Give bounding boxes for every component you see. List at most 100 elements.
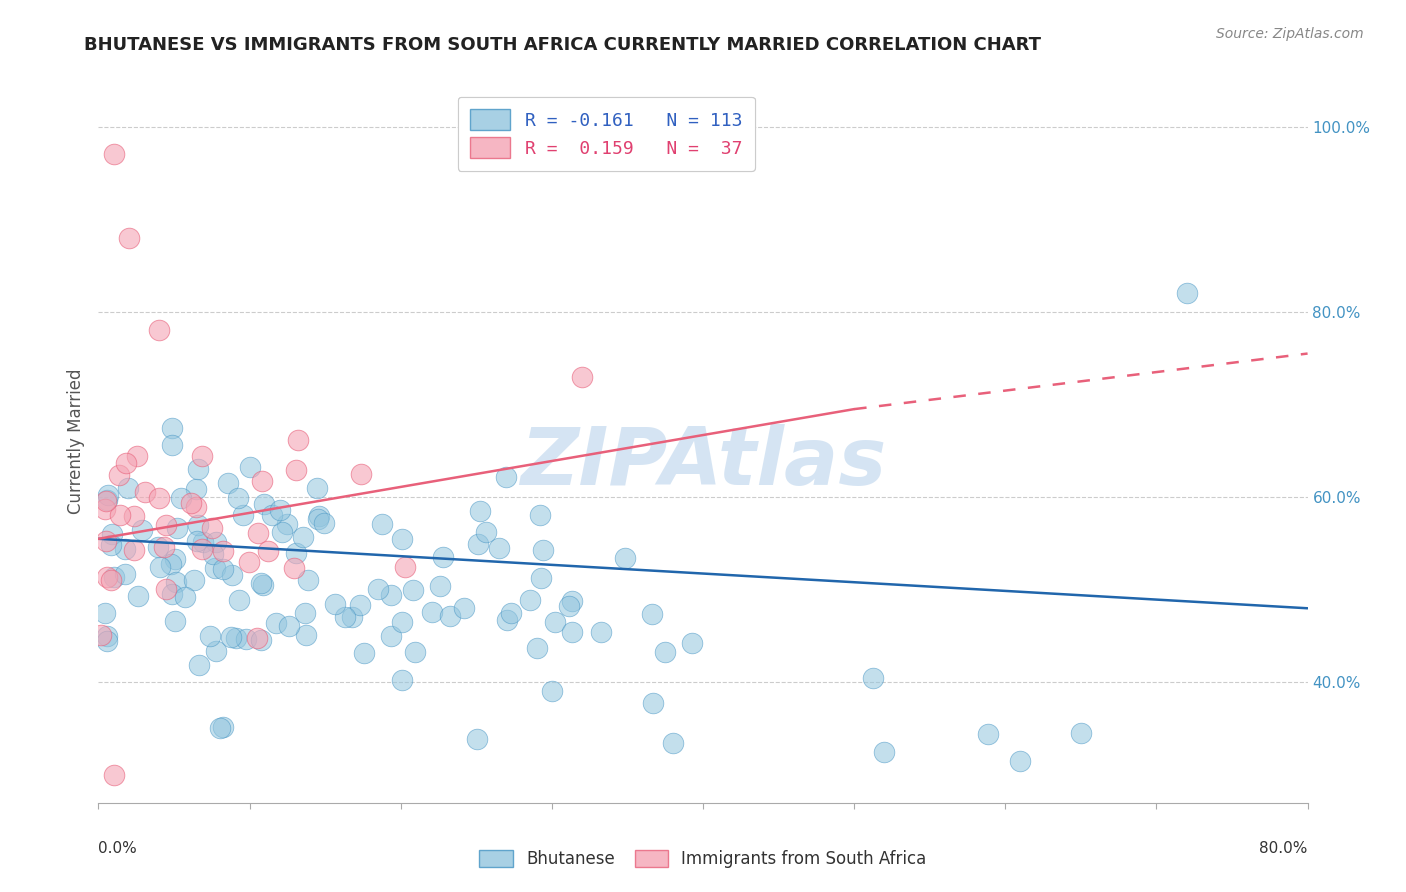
Point <box>529 508 551 523</box>
Point <box>541 683 564 698</box>
Point <box>250 474 273 488</box>
Point <box>100 538 122 552</box>
Point <box>205 534 228 549</box>
Point <box>253 497 276 511</box>
Point <box>287 434 309 448</box>
Point <box>201 548 224 562</box>
Point <box>250 632 273 647</box>
Point <box>165 574 187 589</box>
Point <box>221 568 243 582</box>
Point <box>103 569 125 583</box>
Point <box>108 467 131 482</box>
Point <box>165 551 187 566</box>
Point <box>94 534 117 549</box>
Point <box>162 438 184 452</box>
Text: ZIPAtlas: ZIPAtlas <box>520 425 886 502</box>
Point <box>283 561 305 575</box>
Point <box>394 559 416 574</box>
Point <box>239 460 262 475</box>
Point <box>519 593 541 607</box>
Point <box>228 592 250 607</box>
Point <box>270 524 292 539</box>
Point <box>101 526 124 541</box>
Point <box>184 482 207 496</box>
Point <box>558 599 581 613</box>
Point <box>862 671 884 685</box>
Point <box>108 508 131 522</box>
Point <box>187 518 209 533</box>
Point <box>219 630 242 644</box>
Point <box>200 629 222 643</box>
Point <box>212 562 235 576</box>
Point <box>402 582 425 597</box>
Point <box>475 525 498 540</box>
Point <box>295 628 318 642</box>
Point <box>349 598 371 612</box>
Point <box>380 589 402 603</box>
Point <box>162 421 184 435</box>
Point <box>201 521 224 535</box>
Point <box>530 571 553 585</box>
Point <box>190 541 212 556</box>
Point <box>561 594 583 608</box>
Text: BHUTANESE VS IMMIGRANTS FROM SOUTH AFRICA CURRENTLY MARRIED CORRELATION CHART: BHUTANESE VS IMMIGRANTS FROM SOUTH AFRIC… <box>84 36 1042 54</box>
Point <box>439 609 461 624</box>
Point <box>371 517 394 532</box>
Point <box>308 508 330 523</box>
Point <box>429 579 451 593</box>
Point <box>232 508 254 522</box>
Point <box>235 632 257 646</box>
Point <box>252 577 274 591</box>
Point <box>211 720 233 734</box>
Point <box>96 634 118 648</box>
Point <box>204 561 226 575</box>
Point <box>681 636 703 650</box>
Point <box>561 625 583 640</box>
Point <box>264 615 287 630</box>
Point <box>148 323 170 337</box>
Point <box>186 533 208 548</box>
Point <box>873 745 896 759</box>
Point <box>155 517 177 532</box>
Point <box>127 590 149 604</box>
Point <box>262 508 284 522</box>
Point <box>184 500 207 515</box>
Point <box>246 631 269 645</box>
Point <box>323 597 346 611</box>
Point <box>124 509 146 524</box>
Point <box>186 461 208 475</box>
Point <box>353 646 375 660</box>
Point <box>165 615 187 629</box>
Legend: Bhutanese, Immigrants from South Africa: Bhutanese, Immigrants from South Africa <box>472 843 934 875</box>
Point <box>468 504 491 518</box>
Point <box>225 631 247 645</box>
Point <box>100 574 122 588</box>
Point <box>114 456 136 470</box>
Point <box>350 467 373 481</box>
Point <box>496 613 519 627</box>
Point <box>96 629 118 643</box>
Point <box>96 570 118 584</box>
Point <box>305 481 328 495</box>
Point <box>367 582 389 596</box>
Point <box>117 481 139 495</box>
Point <box>335 610 357 624</box>
Point <box>342 610 364 624</box>
Point <box>148 491 170 505</box>
Point <box>307 512 329 526</box>
Point <box>183 573 205 587</box>
Point <box>170 491 193 505</box>
Point <box>250 575 273 590</box>
Text: 80.0%: 80.0% <box>1260 841 1308 856</box>
Point <box>591 624 613 639</box>
Legend: R = -0.161   N = 113, R =  0.159   N =  37: R = -0.161 N = 113, R = 0.159 N = 37 <box>458 96 755 170</box>
Point <box>96 492 118 507</box>
Point <box>526 641 548 656</box>
Point <box>118 231 141 245</box>
Point <box>90 627 112 641</box>
Point <box>501 607 523 621</box>
Point <box>134 485 156 500</box>
Point <box>1070 726 1092 740</box>
Point <box>391 673 413 687</box>
Point <box>257 544 280 558</box>
